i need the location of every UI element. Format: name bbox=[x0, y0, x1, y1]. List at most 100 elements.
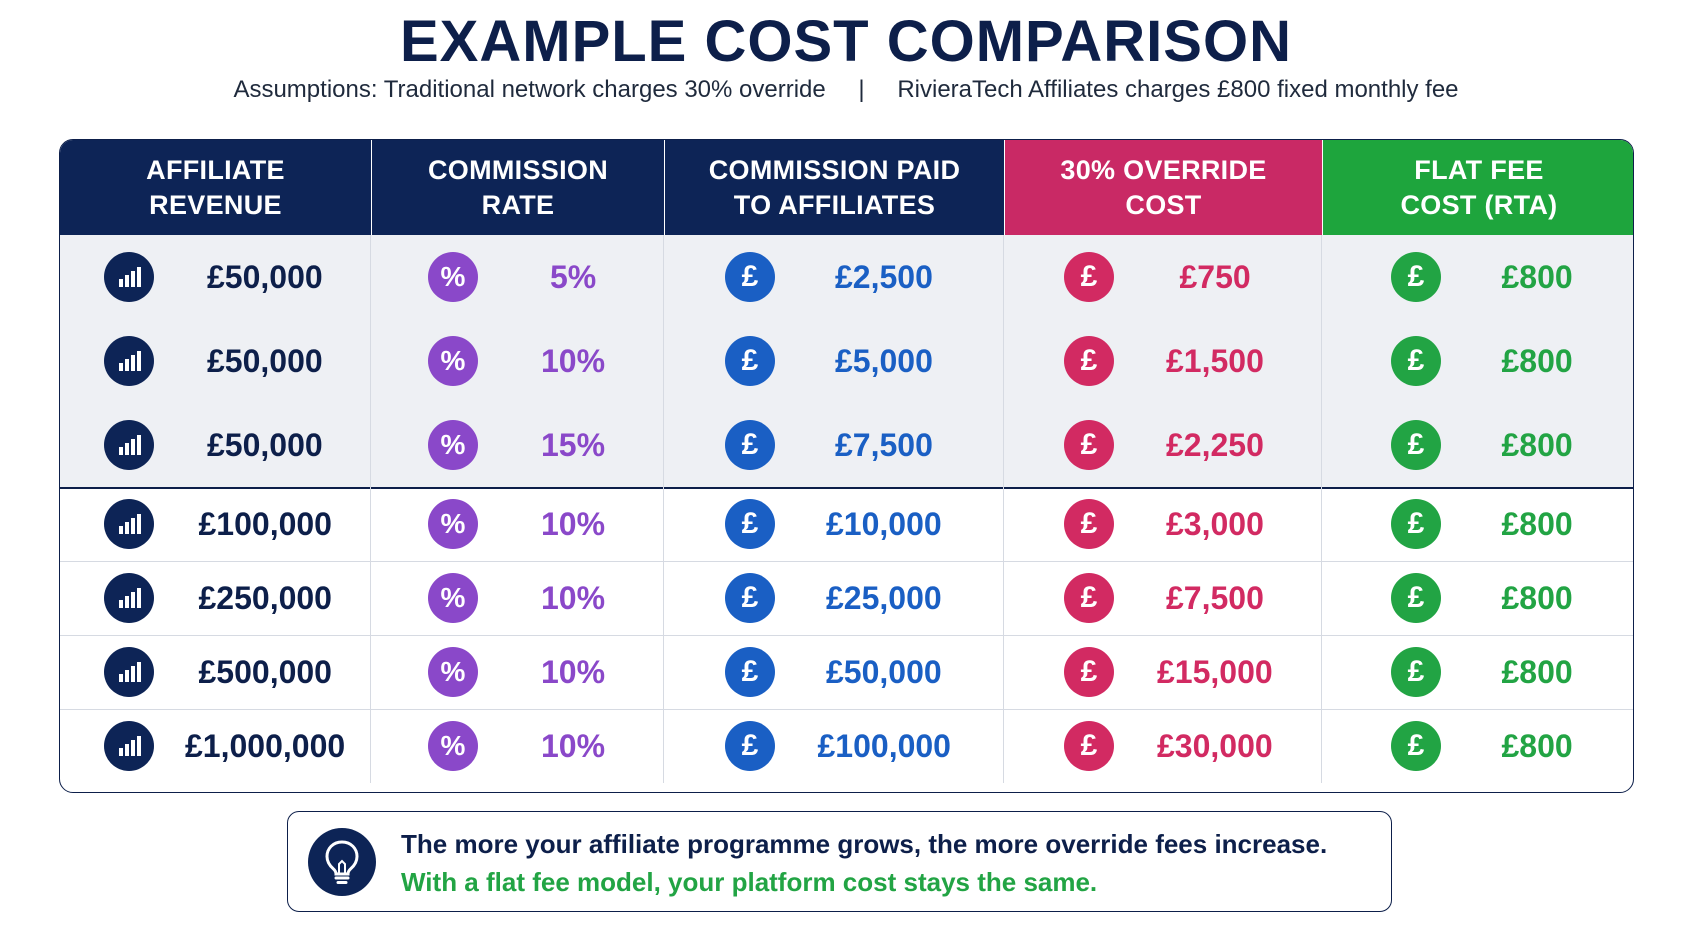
table-row: £100,000% 10% £ £10,000 £ £3,000 £ £800 bbox=[60, 487, 1633, 561]
bar-chart-icon bbox=[104, 721, 154, 771]
pound-icon: £ bbox=[1391, 336, 1441, 386]
percent-icon: % bbox=[428, 721, 478, 771]
value-revenue: £100,000 bbox=[198, 505, 332, 542]
table-row: £50,000% 15% £ £7,500 £ £2,250 £ £800 bbox=[60, 403, 1633, 487]
table-row: £500,000% 10% £ £50,000 £ £15,000 £ £800 bbox=[60, 635, 1633, 709]
column-header-line: REVENUE bbox=[149, 189, 282, 220]
pound-icon: £ bbox=[725, 336, 775, 386]
value-revenue: £250,000 bbox=[198, 579, 332, 616]
column-header-line: FLAT FEE bbox=[1414, 154, 1544, 185]
table-cell-flat-fee: £ £800 bbox=[1322, 487, 1633, 561]
value-rate: 5% bbox=[550, 258, 597, 295]
table-cell-revenue: £50,000 bbox=[60, 235, 371, 319]
value-commission: £10,000 bbox=[826, 505, 942, 542]
table-cell-override: £ £7,500 bbox=[1004, 561, 1322, 635]
assumption-rta: RivieraTech Affiliates charges £800 fixe… bbox=[897, 76, 1459, 103]
lightbulb-icon bbox=[308, 828, 376, 896]
value-commission: £7,500 bbox=[835, 426, 933, 463]
value-override: £750 bbox=[1179, 258, 1251, 295]
table-cell-revenue: £250,000 bbox=[60, 561, 371, 635]
value-flat-fee: £800 bbox=[1501, 258, 1573, 295]
pound-icon: £ bbox=[1064, 573, 1114, 623]
value-commission: £25,000 bbox=[826, 579, 942, 616]
value-override: £7,500 bbox=[1166, 579, 1264, 616]
table-cell-override: £ £3,000 bbox=[1004, 487, 1322, 561]
table-cell-rate: % 10% bbox=[371, 635, 664, 709]
summary-note: The more your affiliate programme grows,… bbox=[287, 811, 1392, 912]
column-header-line: TO AFFILIATES bbox=[733, 189, 936, 220]
table-cell-revenue: £100,000 bbox=[60, 487, 371, 561]
column-header-line: RATE bbox=[481, 189, 555, 220]
value-flat-fee: £800 bbox=[1501, 505, 1573, 542]
table-cell-commission: £ £7,500 bbox=[664, 403, 1004, 487]
column-header-1: COMMISSION RATE bbox=[371, 140, 664, 235]
value-commission: £5,000 bbox=[835, 342, 933, 379]
assumptions-subtitle: Assumptions: Traditional network charges… bbox=[0, 76, 1692, 104]
pound-icon: £ bbox=[1064, 721, 1114, 771]
table-cell-override: £ £1,500 bbox=[1004, 319, 1322, 403]
row-divider bbox=[60, 561, 1633, 562]
column-header-4: FLAT FEE COST (RTA) bbox=[1322, 140, 1633, 235]
column-header-2: COMMISSION PAID TO AFFILIATES bbox=[664, 140, 1004, 235]
column-header-line: COST (RTA) bbox=[1400, 189, 1558, 220]
table-cell-override: £ £30,000 bbox=[1004, 709, 1322, 783]
column-header-line: AFFILIATE bbox=[146, 154, 285, 185]
value-override: £15,000 bbox=[1157, 653, 1273, 690]
percent-icon: % bbox=[428, 499, 478, 549]
table-cell-rate: % 10% bbox=[371, 487, 664, 561]
value-revenue: £500,000 bbox=[198, 653, 332, 690]
pound-icon: £ bbox=[1391, 420, 1441, 470]
bar-chart-icon bbox=[104, 499, 154, 549]
table-row: £50,000% 10% £ £5,000 £ £1,500 £ £800 bbox=[60, 319, 1633, 403]
table-cell-flat-fee: £ £800 bbox=[1322, 319, 1633, 403]
value-revenue: £50,000 bbox=[207, 426, 323, 463]
value-revenue: £50,000 bbox=[207, 342, 323, 379]
value-flat-fee: £800 bbox=[1501, 579, 1573, 616]
table-cell-revenue: £1,000,000 bbox=[60, 709, 371, 783]
note-line-growth: The more your affiliate programme grows,… bbox=[401, 829, 1328, 859]
value-override: £3,000 bbox=[1166, 505, 1264, 542]
column-header-3: 30% OVERRIDE COST bbox=[1004, 140, 1322, 235]
value-rate: 10% bbox=[541, 653, 606, 690]
pound-icon: £ bbox=[725, 721, 775, 771]
value-flat-fee: £800 bbox=[1501, 426, 1573, 463]
pound-icon: £ bbox=[725, 647, 775, 697]
pound-icon: £ bbox=[1064, 420, 1114, 470]
table-cell-flat-fee: £ £800 bbox=[1322, 235, 1633, 319]
percent-icon: % bbox=[428, 420, 478, 470]
bar-chart-icon bbox=[104, 420, 154, 470]
table-cell-flat-fee: £ £800 bbox=[1322, 561, 1633, 635]
table-cell-rate: % 15% bbox=[371, 403, 664, 487]
value-rate: 15% bbox=[541, 426, 606, 463]
table-cell-commission: £ £100,000 bbox=[664, 709, 1004, 783]
value-revenue: £1,000,000 bbox=[185, 727, 346, 764]
pound-icon: £ bbox=[1064, 252, 1114, 302]
note-line-flat-fee: With a flat fee model, your platform cos… bbox=[401, 867, 1098, 897]
bar-chart-icon bbox=[104, 647, 154, 697]
table-cell-flat-fee: £ £800 bbox=[1322, 403, 1633, 487]
pound-icon: £ bbox=[1391, 499, 1441, 549]
column-header-line: COMMISSION bbox=[427, 154, 608, 185]
table-cell-revenue: £500,000 bbox=[60, 635, 371, 709]
table-cell-revenue: £50,000 bbox=[60, 403, 371, 487]
table-row: £50,000% 5% £ £2,500 £ £750 £ £800 bbox=[60, 235, 1633, 319]
table-cell-override: £ £2,250 bbox=[1004, 403, 1322, 487]
value-rate: 10% bbox=[541, 505, 606, 542]
assumption-traditional: Assumptions: Traditional network charges… bbox=[233, 76, 826, 103]
bar-chart-icon bbox=[104, 252, 154, 302]
table-row: £1,000,000% 10% £ £100,000 £ £30,000 £ £800 bbox=[60, 709, 1633, 783]
value-flat-fee: £800 bbox=[1501, 342, 1573, 379]
bar-chart-icon bbox=[104, 573, 154, 623]
pound-icon: £ bbox=[1064, 336, 1114, 386]
table-cell-commission: £ £25,000 bbox=[664, 561, 1004, 635]
pound-icon: £ bbox=[1391, 647, 1441, 697]
column-header-0: AFFILIATE REVENUE bbox=[60, 140, 371, 235]
column-header-line: COMMISSION PAID bbox=[708, 154, 961, 185]
table-cell-commission: £ £5,000 bbox=[664, 319, 1004, 403]
pound-icon: £ bbox=[725, 573, 775, 623]
value-flat-fee: £800 bbox=[1501, 653, 1573, 690]
pound-icon: £ bbox=[1064, 647, 1114, 697]
row-divider bbox=[60, 709, 1633, 710]
row-divider bbox=[60, 635, 1633, 636]
table-cell-revenue: £50,000 bbox=[60, 319, 371, 403]
